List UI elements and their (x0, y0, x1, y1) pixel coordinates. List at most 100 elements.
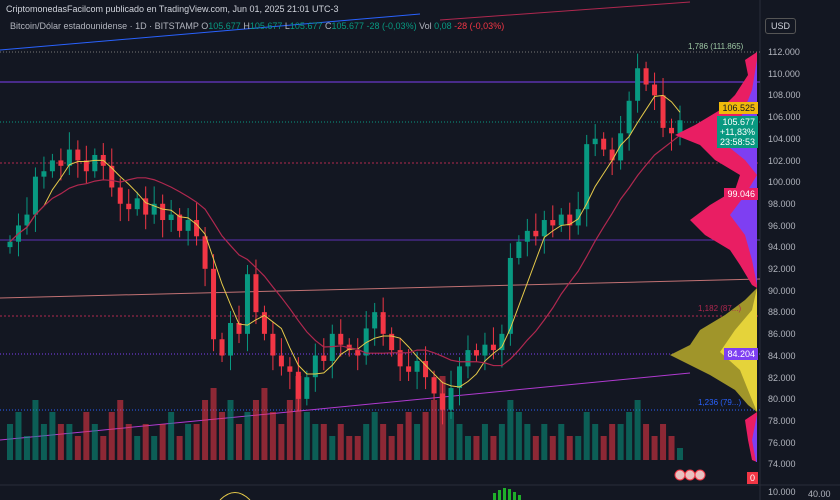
candle-body (32, 176, 38, 215)
volume-bar (202, 400, 209, 460)
volume-bar (151, 436, 158, 460)
candle-body (312, 355, 318, 378)
candle-body (516, 241, 522, 258)
ma-fast-badge: 106.525 (719, 102, 758, 114)
volume-axis-label: 10.000 (768, 487, 796, 497)
price-tick: 74.000 (768, 459, 796, 470)
price-tick: 86.000 (768, 329, 796, 340)
volume-bar (23, 436, 30, 460)
close-value: 105.677 (331, 21, 365, 31)
candle-body (66, 149, 72, 166)
volume-bar (286, 400, 293, 460)
poc-badge: 84.204 (724, 348, 758, 360)
volume-bar (312, 424, 319, 460)
price-tick: 110.000 (768, 68, 800, 79)
volume-bar (210, 388, 217, 460)
candle-body (92, 154, 98, 172)
candle-body (406, 366, 412, 372)
candles (7, 53, 683, 425)
volume-bar (66, 424, 73, 460)
candle-body (533, 230, 539, 237)
trendline-purple (0, 372, 691, 441)
volume-bar (83, 412, 90, 460)
volume-bar (532, 436, 539, 460)
volume-bar (100, 436, 107, 460)
volume-bar (668, 436, 675, 460)
volume-bar (244, 412, 251, 460)
volume-bar (626, 412, 633, 460)
volume-bar (431, 400, 438, 460)
volume-bar (541, 424, 548, 460)
candle-body (592, 138, 598, 145)
candle-body (669, 127, 675, 134)
volume-bar (320, 424, 327, 460)
volume-bar (677, 448, 683, 460)
candle-body (660, 95, 666, 128)
volume-bar (617, 424, 624, 460)
candle-body (295, 371, 301, 399)
open-value: 105.677 (208, 21, 241, 31)
price-tick: 96.000 (768, 220, 796, 231)
candle-body (440, 393, 446, 410)
volume-bar (363, 424, 370, 460)
volume-bar (15, 412, 22, 460)
volume-bar (252, 400, 259, 460)
candle-body (567, 214, 573, 226)
price-tick: 82.000 (768, 372, 796, 383)
symbol-name[interactable]: Bitcoin/Dólar estadounidense · 1D · BITS… (10, 21, 199, 31)
candle-body (618, 133, 624, 161)
candle-body (24, 214, 30, 226)
candle-body (304, 377, 310, 399)
candle-body (355, 350, 361, 356)
volume-badge: 0 (746, 472, 758, 484)
candle-body (261, 312, 267, 334)
price-tick: 106.000 (768, 112, 801, 123)
candle-body (58, 160, 64, 166)
candle-body (507, 257, 513, 334)
volume-bar (592, 424, 599, 460)
volume-bar (498, 424, 505, 460)
volume-bar (643, 424, 650, 460)
candle-body (117, 187, 123, 204)
profile-upper-pink (675, 52, 757, 288)
volume-bar (227, 400, 234, 460)
oscillator-bars (493, 488, 521, 500)
ma-slow-badge: 99.046 (724, 188, 758, 200)
candle-body (677, 120, 683, 134)
candle-body (389, 333, 395, 351)
ma-slow-line (9, 134, 681, 367)
volume-bar (142, 424, 149, 460)
trendline-pink (0, 278, 761, 299)
currency-button[interactable]: USD (765, 18, 797, 34)
volume-bar (261, 388, 268, 460)
candle-body (635, 68, 641, 101)
volume-bar (651, 436, 658, 460)
candle-body (609, 149, 615, 161)
price-tick: 100.000 (768, 177, 801, 188)
profile-lower-purple (752, 415, 757, 462)
fib-annotation-low: 1,236 (79...) (698, 398, 742, 407)
volume-bar (583, 412, 590, 460)
event-icons[interactable] (674, 469, 706, 481)
published-by: CriptomonedasFacilcom publicado en Tradi… (6, 4, 339, 14)
candle-body (270, 333, 276, 356)
volume-bar (40, 424, 47, 460)
volume-bars (7, 376, 683, 460)
price-tick: 90.000 (768, 285, 796, 296)
volume-bar (481, 424, 488, 460)
volume-bar (117, 400, 124, 460)
volume-bar (380, 424, 387, 460)
candle-body (558, 214, 564, 226)
candle-body (414, 360, 420, 372)
volume-bar (422, 412, 429, 460)
volume-bar (414, 424, 421, 460)
trendline-blue (0, 13, 421, 51)
candle-body (151, 203, 157, 215)
price-tick: 78.000 (768, 415, 796, 426)
volume-bar (507, 400, 514, 460)
candle-body (448, 388, 454, 410)
candle-body (321, 355, 327, 361)
candle-body (575, 209, 581, 226)
trendline-red (439, 1, 691, 21)
